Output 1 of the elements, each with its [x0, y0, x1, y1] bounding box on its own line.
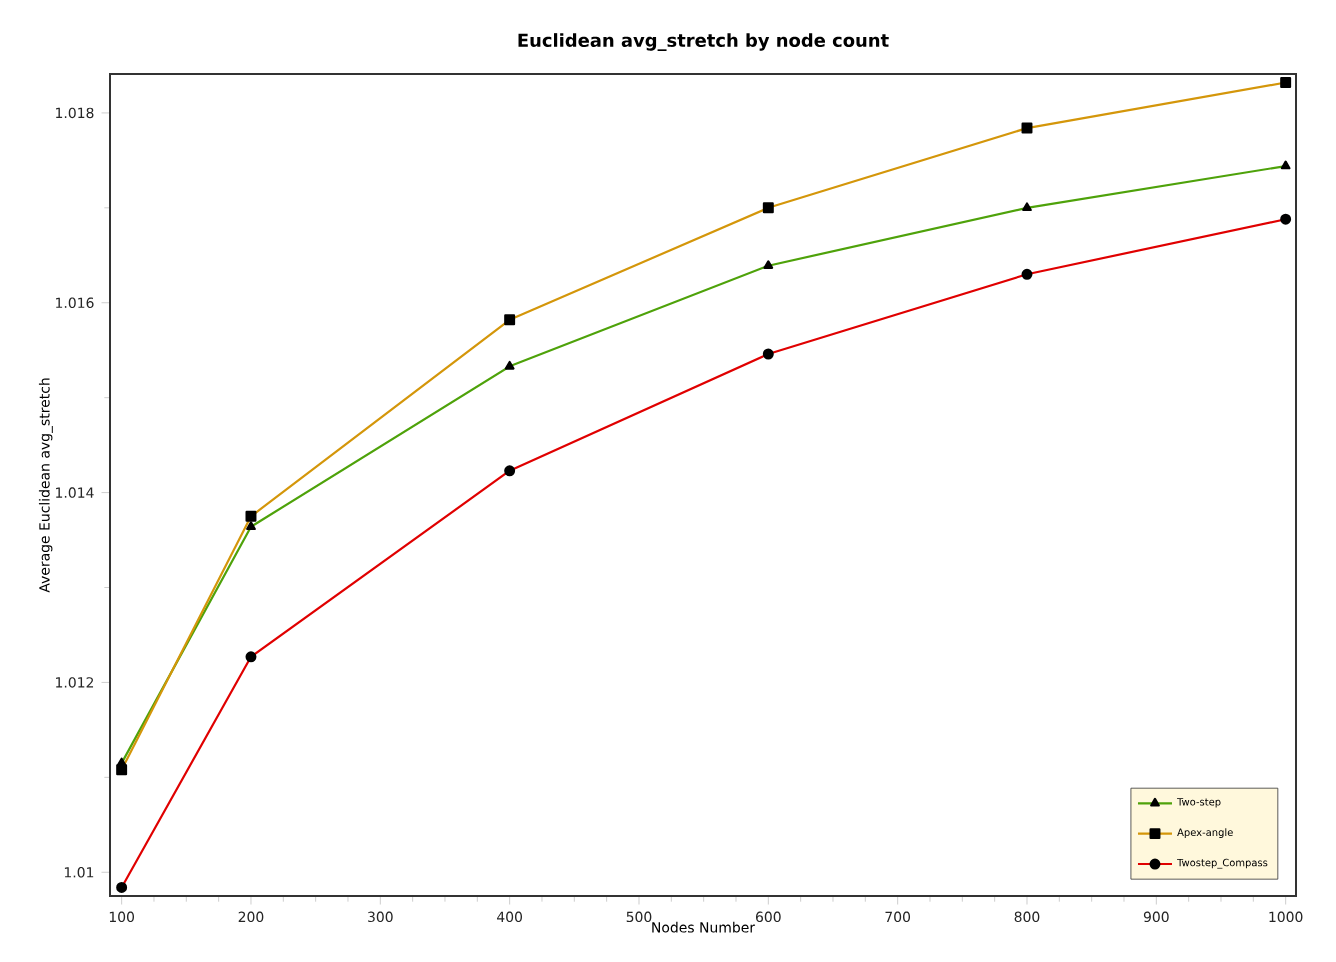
chart-title: Euclidean avg_stretch by node count	[518, 33, 889, 51]
